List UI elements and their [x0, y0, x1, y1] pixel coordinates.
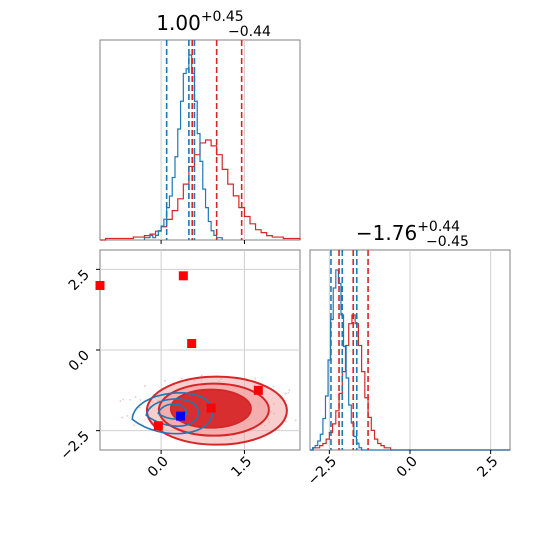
hist-x-blue-series [143, 54, 223, 240]
scatter-squares [95, 271, 263, 431]
scatter-sample-point [284, 420, 287, 423]
scatter-sample-point [200, 374, 203, 377]
scatter-sample-point [278, 428, 280, 431]
red-square-marker [178, 271, 188, 281]
scatter-ytick-label: 2.5 [66, 267, 93, 294]
hist-x-title-sub: −0.44 [228, 24, 271, 40]
hist-y-red-series [310, 314, 510, 451]
scatter-ytick-label: −2.5 [57, 428, 92, 463]
blue-square-marker [176, 411, 186, 421]
hist-y-grid [328, 250, 492, 450]
red-square-marker [187, 339, 197, 349]
scatter-sample-point [144, 385, 146, 388]
hist-y-title: −1.76+0.44 [356, 219, 460, 245]
hist-x-frame [99, 39, 301, 241]
scatter-sample-point [294, 419, 297, 422]
scatter-sample-point [254, 377, 257, 380]
scatter-sample-point [180, 377, 183, 380]
red-square-marker [95, 280, 105, 290]
hist-x-quantile-lines [165, 40, 243, 240]
scatter-sample-point [126, 414, 129, 417]
scatter-sample-point [122, 398, 125, 401]
hist-x-title: 1.00+0.45 [156, 9, 243, 35]
hist-x-grid [160, 40, 245, 244]
hist-y-quantile-lines [330, 250, 369, 450]
scatter-sample-point [287, 391, 290, 394]
red-square-marker [253, 385, 263, 395]
panel-hist-y: −2.5 0.0 2.5 −1.76+0.44 −0.45 [305, 219, 511, 489]
red-square-marker [206, 403, 216, 413]
hist-y-blue-series [310, 269, 510, 451]
hist-y-xtick-label: 2.5 [474, 454, 501, 481]
blue-contour-middle [145, 398, 200, 427]
scatter-sample-point [119, 400, 122, 403]
scatter-sample-point [163, 379, 166, 382]
scatter-sample-point [134, 396, 137, 398]
scatter-sample-point [121, 416, 124, 419]
scatter-sample-point [133, 424, 135, 427]
scatter-xtick-label: 1.5 [228, 454, 255, 481]
scatter-sample-point [139, 399, 142, 401]
scatter-sample-point [129, 398, 132, 401]
scatter-sample-point [272, 385, 275, 388]
scatter-sample-point [288, 389, 291, 392]
scatter-ytick-label: 0.0 [66, 348, 93, 375]
red-square-marker [153, 421, 163, 431]
scatter-sample-point [285, 392, 287, 395]
scatter-sample-point [138, 406, 141, 409]
hist-y-xtick-label: 0.0 [394, 454, 421, 481]
blue-contour-inner [157, 403, 188, 420]
hist-x-red-series [100, 139, 301, 241]
scatter-red-contours [145, 375, 288, 446]
scatter-xtick-label: 0.0 [145, 454, 172, 481]
panel-scatter-xy: 0.0 1.5 2.5 0.0 −2.5 [57, 249, 301, 481]
hist-y-ticks: −2.5 0.0 2.5 [305, 450, 501, 489]
hist-y-title-sub: −0.45 [426, 234, 469, 250]
panel-hist-x: 1.00+0.45 −0.44 [99, 9, 301, 244]
hist-y-xtick-label: −2.5 [305, 454, 340, 489]
